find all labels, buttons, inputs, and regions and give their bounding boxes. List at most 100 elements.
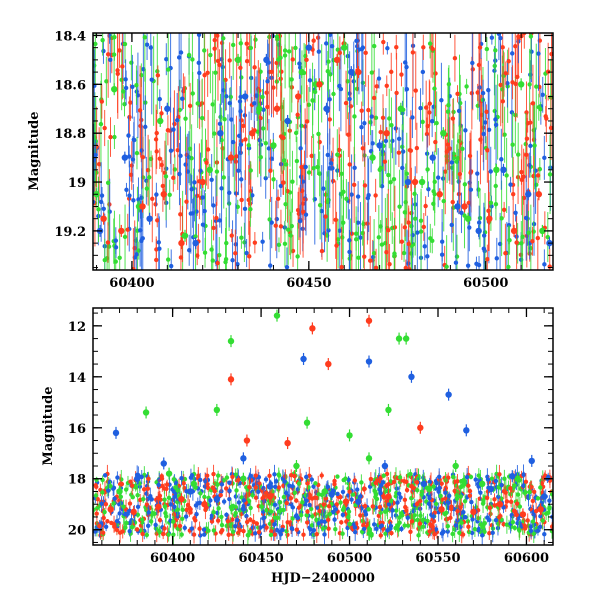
top-series-1-point-11 [348,68,355,76]
bottom-series-2-point-17 [496,501,504,508]
bottom-series-0-point-10 [321,488,328,495]
bottom-series-0-point-17 [452,462,459,470]
top-y-tick-label: 18.8 [54,127,86,142]
top-panel-frame [92,32,554,271]
top-series-1-point-7 [263,56,270,64]
top-series-2-point-19 [535,191,543,198]
bottom-panel-ticks: 60400 60450 60500 60550 60600 12 14 16 18 20 [68,308,553,566]
bottom-series-1-point-0 [112,429,120,437]
top-series-1-point-10 [323,105,330,112]
bottom-panel: 60400 60450 60500 60550 60600 12 14 16 18 20 Magn… [41,307,554,586]
bottom-series-0-point-5 [227,337,235,345]
top-series-0-point-16 [464,215,472,222]
bottom-series-2-point-9 [309,325,316,332]
top-series-0-point-14 [418,178,426,186]
top-x-tick-label: 60450 [286,276,331,291]
top-series-1-point-12 [376,142,383,149]
bottom-series-1-point-6 [266,483,274,490]
bottom-series-2-point-3 [178,495,185,503]
bottom-series-2-point-2 [155,503,162,510]
top-series-2-point-5 [199,178,206,186]
bottom-series-2-point-15 [438,506,445,513]
top-series-1-point-4 [192,239,199,247]
top-series-0-point-6 [234,56,242,64]
top-series-2-point-10 [316,81,323,88]
bottom-series-2-point-19 [537,506,544,513]
top-series-0-point-4 [181,232,189,239]
bottom-series-1-point-4 [213,495,221,503]
top-series-1-point-8 [284,117,291,125]
bottom-series-2-point-1 [130,508,137,516]
bottom-x-tick-label: 60550 [415,551,460,566]
top-series-0-point-9 [298,68,305,76]
bottom-y-axis-label: Magnitude [41,386,56,465]
top-series-1-point-13 [404,178,412,186]
top-series-1-point-5 [217,129,224,137]
bottom-y-tick-label: 16 [68,422,86,437]
top-series-2-point-6 [227,154,235,161]
bottom-x-tick-label: 60450 [238,551,283,566]
top-series-2-point-18 [510,227,518,235]
bottom-series-0-point-9 [303,419,311,426]
bottom-series-2-point-12 [365,317,373,324]
top-series-2-point-9 [295,93,302,100]
bottom-series-0-point-2 [165,470,173,477]
top-series-0-point-19 [539,227,546,235]
bottom-series-0-point-15 [402,335,410,342]
top-series-1-point-9 [305,44,313,51]
bottom-series-2-point-6 [243,437,251,444]
bottom-series-1-point-8 [328,490,336,498]
bottom-y-tick-label: 12 [68,320,86,335]
top-series-2-point-7 [249,129,256,137]
top-series-1-point-15 [454,203,461,210]
bottom-series-2-point-11 [342,498,350,505]
top-series-0-point-12 [369,154,376,161]
top-series-2-point-2 [139,203,146,210]
bottom-series-1-point-12 [408,373,415,381]
top-x-tick-label: 60500 [463,276,508,291]
bottom-series-0-point-12 [365,455,373,462]
bottom-series-1-point-14 [445,391,452,398]
bottom-series-1-point-1 [134,475,141,482]
top-series-2-point-17 [486,215,493,222]
top-series-2-point-11 [333,56,341,64]
bottom-series-0-point-8 [293,462,300,470]
bottom-panel-data-marks [107,309,548,521]
bottom-series-1-point-2 [160,460,167,467]
top-series-0-point-15 [440,129,447,137]
top-series-2-point-3 [160,191,167,198]
top-series-1-point-18 [525,191,532,198]
bottom-series-2-point-18 [519,511,527,518]
top-panel-ticks: 60400 60450 60500 18.4 18.6 18.8 19 19.2 [54,29,553,291]
top-series-0-point-11 [341,44,348,51]
bottom-series-0-point-18 [479,480,486,488]
x-axis-label: HJD−2400000 [271,571,375,586]
bottom-series-2-point-4 [201,501,208,508]
top-series-2-point-0 [100,215,107,222]
bottom-series-2-point-0 [107,506,114,513]
bottom-series-0-point-1 [142,409,150,416]
bottom-series-1-point-18 [528,457,535,465]
top-series-2-point-15 [436,191,443,198]
bottom-series-1-point-19 [540,493,548,500]
top-series-0-point-17 [493,166,500,174]
bottom-series-0-point-7 [273,312,281,319]
bottom-series-1-point-15 [463,427,470,434]
bottom-x-tick-label: 60600 [504,551,549,566]
top-y-tick-label: 19 [68,176,86,191]
top-series-2-point-16 [461,203,468,210]
bottom-series-0-point-4 [213,406,221,414]
bottom-series-0-point-16 [425,485,433,493]
top-series-1-point-3 [164,105,171,112]
bottom-series-1-point-9 [355,498,362,505]
bottom-x-tick-label: 60500 [327,551,372,566]
bottom-series-0-point-6 [240,475,247,482]
bottom-series-1-point-5 [240,455,247,462]
bottom-series-0-point-19 [514,475,521,482]
bottom-y-tick-label: 14 [68,371,86,386]
bottom-series-1-point-16 [487,485,495,493]
bottom-series-1-point-13 [420,480,428,488]
top-series-2-point-4 [178,239,185,247]
bottom-series-2-point-8 [284,439,291,447]
